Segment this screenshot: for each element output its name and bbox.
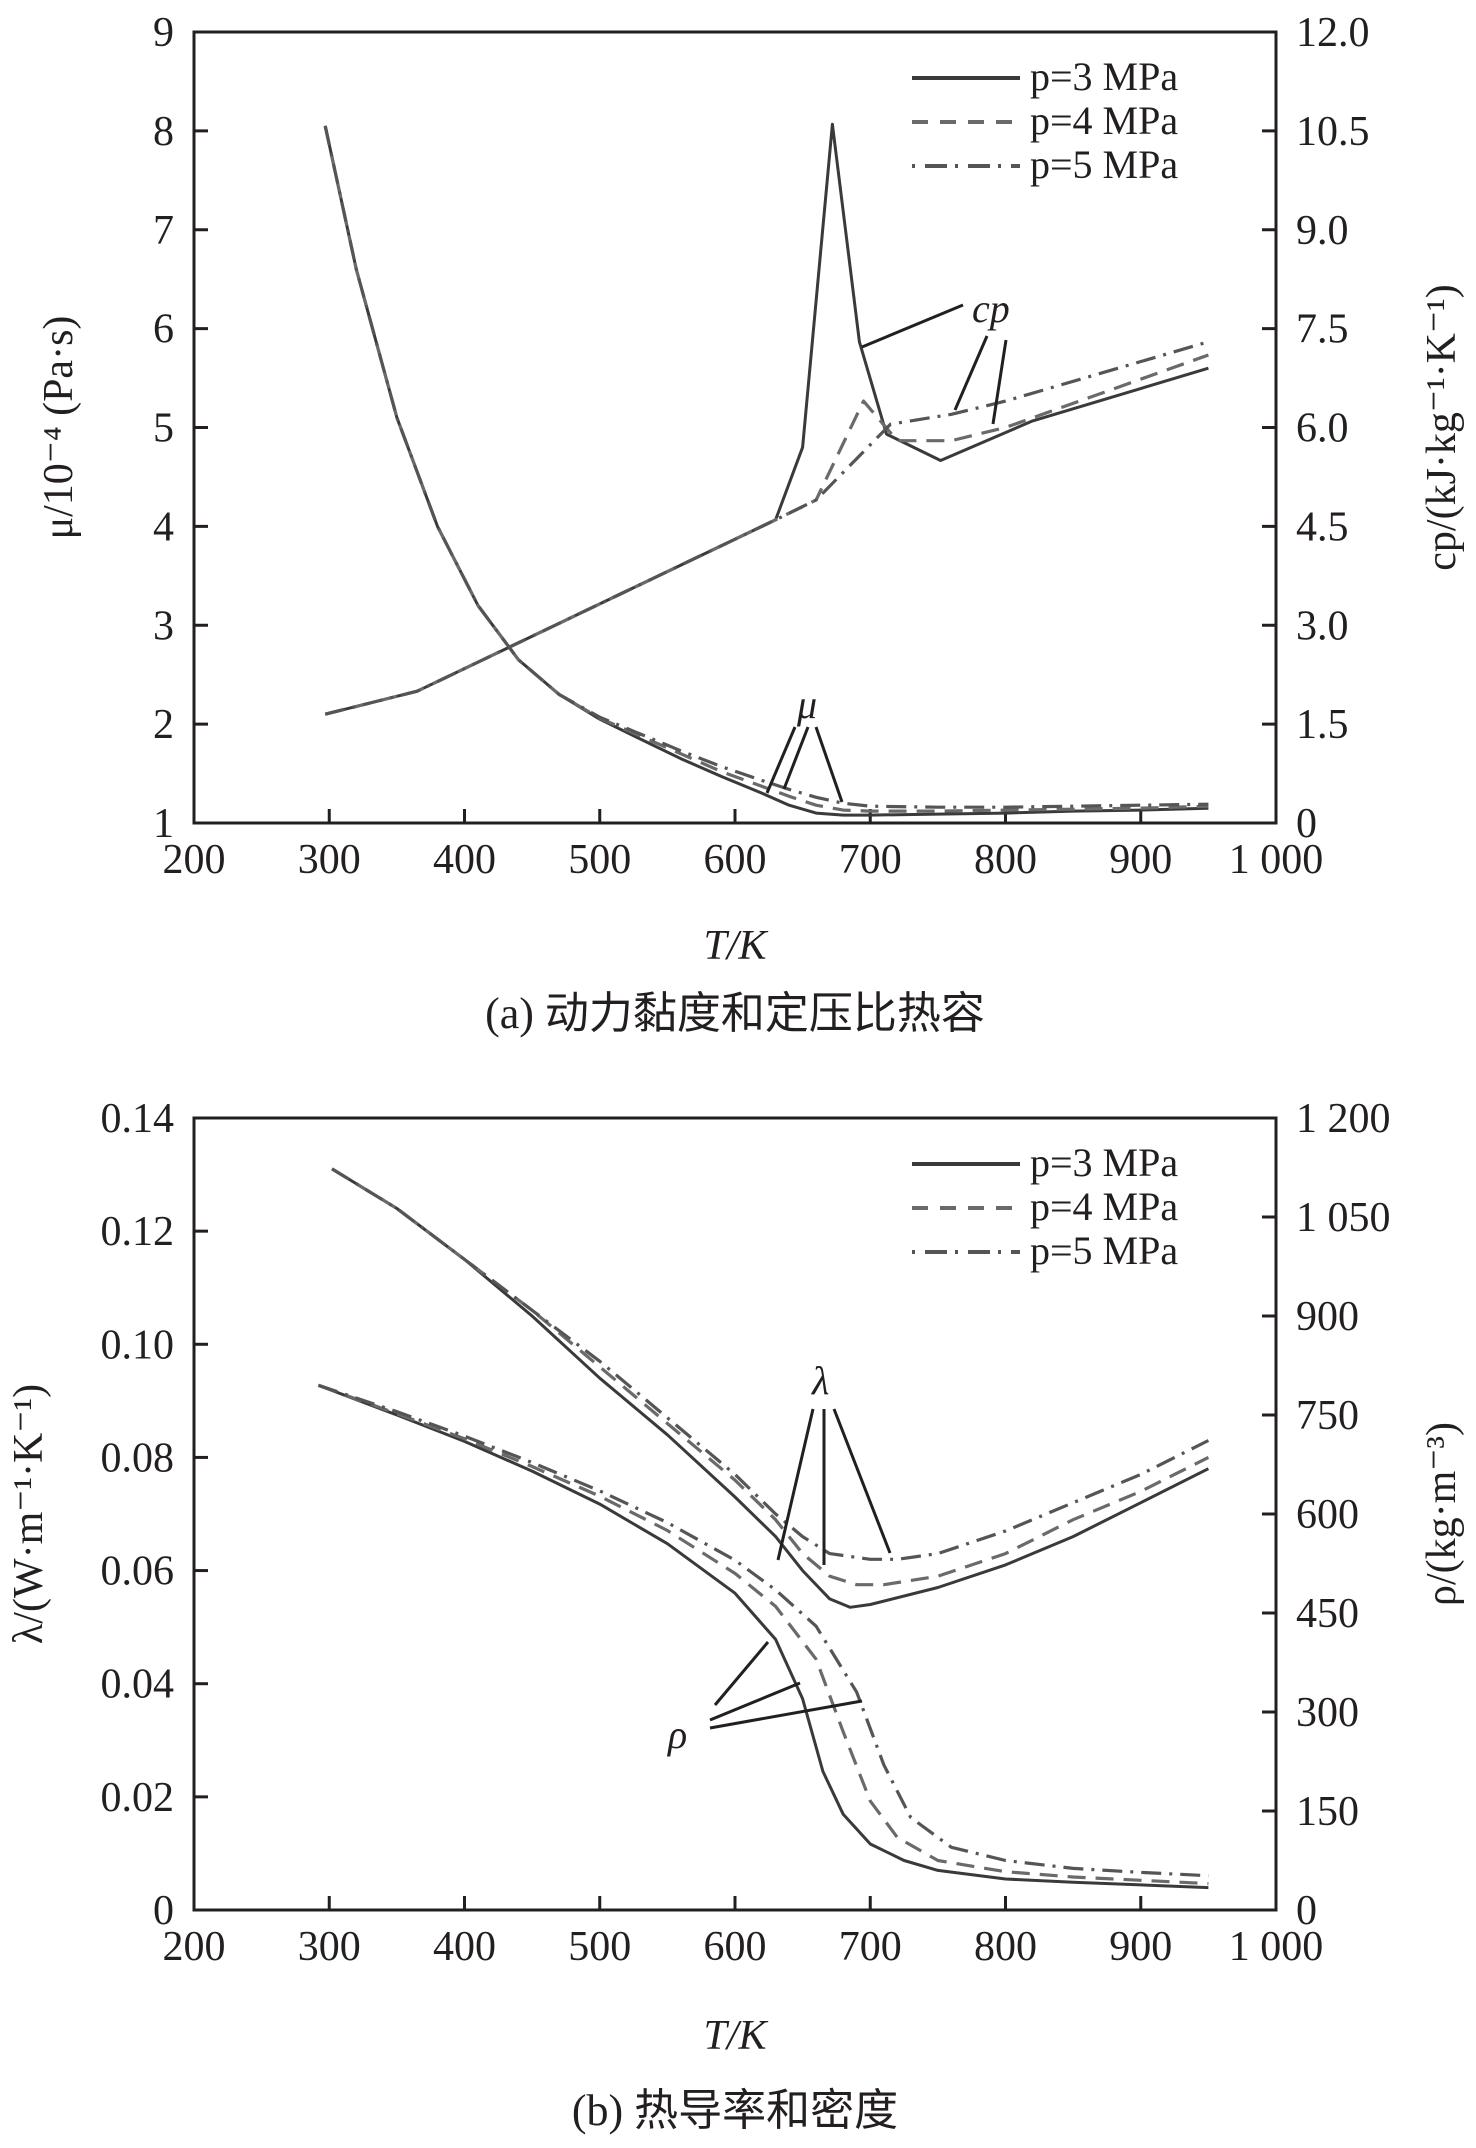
series-line--p-5-mpa	[331, 1167, 1210, 1561]
panel-a: 200 300 400 500 600 700 800 900 1 000 1 2 3 4 5 6 7 8 9 0 1…	[36, 10, 1465, 1038]
series-line-cp-p-4-mpa	[324, 353, 1209, 716]
x-axis-title: T/K	[703, 2013, 768, 2059]
y-right-tick-label: 1 200	[1296, 1096, 1391, 1142]
annotation-leader-mu	[782, 726, 810, 790]
y-left-tick-label: 0.06	[101, 1549, 175, 1595]
y-right-tick-label: 450	[1296, 1591, 1359, 1637]
y-left-tick-label: 1	[153, 801, 174, 847]
panel-caption: (a) 动力黏度和定压比热容	[485, 989, 985, 1038]
y-left-tick-label: 9	[153, 10, 174, 56]
y-left-tick-label: 8	[153, 109, 174, 155]
x-tick-label: 600	[704, 837, 767, 883]
x-tick-label: 900	[1109, 1924, 1172, 1970]
y-right-axis-title: ρ/(kg·m⁻³)	[1419, 1422, 1465, 1606]
annotation-leader-mu	[814, 726, 844, 803]
series-line--p-5-mpa	[317, 1383, 1209, 1878]
y-right-tick-label: 12.0	[1296, 10, 1370, 56]
annotation-rho: ρ	[666, 1712, 687, 1757]
y-right-tick-label: 750	[1296, 1393, 1359, 1439]
x-tick-label: 600	[704, 1924, 767, 1970]
x-tick-label: 1 000	[1229, 837, 1324, 883]
series-line--p-4-mpa	[323, 125, 1209, 813]
y-right-tick-label: 0	[1296, 801, 1317, 847]
legend-label: p=3 MPa	[1030, 1140, 1178, 1185]
y-left-tick-label: 0	[153, 1888, 174, 1934]
legend-label: p=4 MPa	[1030, 1184, 1178, 1229]
y-right-tick-label: 150	[1296, 1789, 1359, 1835]
y-left-tick-label: 0.02	[101, 1775, 175, 1821]
annotation-leader-lambda	[832, 1408, 892, 1554]
panel-caption: (b) 热导率和密度	[572, 2086, 898, 2135]
y-right-tick-label: 300	[1296, 1690, 1359, 1736]
x-tick-label: 200	[163, 1924, 226, 1970]
y-left-tick-label: 4	[153, 504, 174, 550]
x-tick-label: 500	[568, 1924, 631, 1970]
y-right-axis-title: cp/(kJ·kg⁻¹·K⁻¹)	[1419, 284, 1465, 570]
y-left-tick-label: 7	[153, 208, 174, 254]
y-right-tick-label: 1 050	[1296, 1195, 1391, 1241]
series-line--p-4-mpa	[331, 1167, 1210, 1587]
annotation-leader-cp	[991, 339, 1008, 425]
x-tick-label: 700	[839, 1924, 902, 1970]
y-left-tick-label: 6	[153, 307, 174, 353]
series-line--p-3-mpa	[331, 1167, 1210, 1609]
y-left-tick-label: 5	[153, 406, 174, 452]
x-tick-label: 1 000	[1229, 1924, 1324, 1970]
y-left-tick-label: 0.10	[101, 1322, 175, 1368]
annotation-leader-cp	[861, 303, 964, 349]
x-tick-label: 300	[298, 837, 361, 883]
y-left-tick-label: 2	[153, 702, 174, 748]
annotation-leader-mu	[765, 726, 797, 794]
annotation-cp: cp	[972, 286, 1010, 331]
y-left-tick-label: 0.08	[101, 1435, 175, 1481]
annotation-leader-rho	[709, 1681, 801, 1722]
y-left-tick-label: 0.12	[101, 1209, 175, 1255]
legend-label: p=3 MPa	[1030, 54, 1178, 99]
y-right-tick-label: 6.0	[1296, 406, 1349, 452]
annotation-leader-rho	[709, 1699, 863, 1730]
y-left-axis-title: μ/10⁻⁴ (Pa·s)	[36, 316, 82, 540]
y-left-axis-title: λ/(W·m⁻¹·K⁻¹)	[6, 1384, 52, 1644]
x-tick-label: 300	[298, 1924, 361, 1970]
x-tick-label: 500	[568, 837, 631, 883]
legend-label: p=5 MPa	[1030, 1228, 1178, 1273]
x-tick-label: 700	[839, 837, 902, 883]
legend-label: p=5 MPa	[1030, 142, 1178, 187]
series-line--p-4-mpa	[317, 1383, 1209, 1886]
y-right-tick-label: 0	[1296, 1888, 1317, 1934]
series-line--p-5-mpa	[323, 125, 1209, 809]
x-axis-title: T/K	[703, 923, 768, 969]
series-line-cp-p-5-mpa	[324, 340, 1209, 716]
x-tick-label: 800	[974, 1924, 1037, 1970]
x-tick-label: 900	[1109, 837, 1172, 883]
y-right-tick-label: 1.5	[1296, 702, 1349, 748]
y-right-tick-label: 900	[1296, 1294, 1359, 1340]
x-tick-label: 800	[974, 837, 1037, 883]
series-line-cp-p-3-mpa	[324, 122, 1209, 716]
y-left-tick-label: 3	[153, 603, 174, 649]
y-right-tick-label: 3.0	[1296, 603, 1349, 649]
annotation-leader-cp	[953, 335, 989, 411]
y-right-tick-label: 10.5	[1296, 109, 1370, 155]
legend-label: p=4 MPa	[1030, 98, 1178, 143]
x-tick-label: 400	[433, 1924, 496, 1970]
panel-b: 200 300 400 500 600 700 800 900 1 00000.020.040.…	[6, 1096, 1465, 2135]
y-left-tick-label: 0.14	[101, 1096, 175, 1142]
series-line--p-3-mpa	[317, 1383, 1209, 1890]
x-tick-label: 400	[433, 837, 496, 883]
annotation-leader-rho	[713, 1641, 770, 1706]
x-tick-label: 200	[163, 837, 226, 883]
annotation-mu: μ	[796, 682, 817, 727]
annotation-lambda: λ	[811, 1358, 829, 1403]
y-right-tick-label: 7.5	[1296, 307, 1349, 353]
y-right-tick-label: 4.5	[1296, 504, 1349, 550]
y-right-tick-label: 9.0	[1296, 208, 1349, 254]
series-line--p-3-mpa	[323, 125, 1209, 817]
annotation-leader-lambda	[776, 1408, 815, 1561]
y-left-tick-label: 0.04	[101, 1662, 175, 1708]
y-right-tick-label: 600	[1296, 1492, 1359, 1538]
